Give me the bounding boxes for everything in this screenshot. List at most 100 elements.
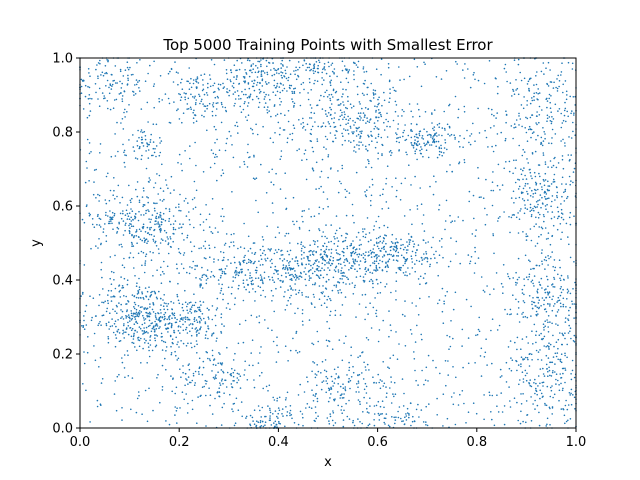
scatter-point: [368, 412, 370, 414]
scatter-point: [126, 212, 129, 215]
scatter-point: [232, 280, 234, 282]
scatter-point: [547, 346, 550, 348]
scatter-point: [186, 305, 188, 308]
scatter-point: [178, 153, 181, 156]
scatter-point: [211, 349, 214, 352]
scatter-point: [118, 340, 121, 343]
scatter-point: [563, 114, 566, 117]
scatter-point: [332, 257, 335, 259]
scatter-point: [136, 62, 138, 64]
scatter-point: [525, 178, 528, 180]
scatter-point: [553, 259, 556, 261]
scatter-point: [211, 114, 214, 117]
scatter-point: [358, 244, 361, 247]
scatter-point: [116, 231, 119, 233]
scatter-point: [545, 67, 547, 69]
scatter-point: [279, 91, 282, 94]
scatter-point: [567, 404, 570, 406]
scatter-point: [94, 359, 97, 362]
scatter-point: [291, 258, 294, 260]
scatter-point: [368, 186, 371, 188]
scatter-point: [210, 271, 213, 273]
scatter-point: [551, 251, 553, 253]
scatter-point: [378, 419, 381, 421]
scatter-point: [301, 159, 303, 161]
scatter-point: [411, 420, 414, 423]
scatter-point: [202, 79, 204, 81]
scatter-point: [541, 287, 543, 289]
scatter-point: [161, 389, 164, 391]
scatter-point: [91, 316, 93, 319]
scatter-point: [559, 373, 561, 375]
scatter-point: [379, 259, 381, 262]
scatter-point: [524, 254, 527, 257]
scatter-point: [421, 137, 423, 139]
scatter-point: [152, 123, 155, 125]
scatter-point: [522, 393, 524, 395]
scatter-point: [353, 70, 355, 72]
scatter-point: [217, 102, 219, 104]
scatter-point: [251, 128, 254, 131]
scatter-point: [374, 105, 376, 107]
scatter-point: [135, 235, 138, 237]
scatter-point: [214, 376, 217, 378]
scatter-point: [191, 327, 194, 330]
scatter-point: [337, 253, 339, 255]
scatter-point: [214, 397, 216, 400]
scatter-point: [127, 68, 130, 71]
scatter-point: [271, 168, 274, 171]
scatter-point: [365, 385, 368, 388]
scatter-point: [412, 116, 414, 118]
scatter-point: [556, 90, 559, 92]
scatter-point: [339, 397, 342, 399]
scatter-point: [572, 171, 575, 173]
scatter-point: [346, 190, 348, 192]
scatter-point: [364, 258, 367, 261]
scatter-point: [107, 337, 110, 340]
scatter-point: [327, 267, 329, 269]
scatter-point: [535, 138, 537, 141]
scatter-point: [172, 228, 175, 231]
scatter-point: [512, 190, 515, 193]
scatter-point: [135, 411, 138, 414]
scatter-point: [119, 70, 122, 73]
scatter-point: [177, 161, 179, 164]
scatter-point: [91, 218, 94, 220]
scatter-point: [342, 93, 344, 95]
scatter-point: [330, 93, 333, 96]
scatter-point: [193, 317, 196, 319]
scatter-point: [525, 379, 528, 382]
scatter-point: [187, 202, 189, 204]
scatter-point: [492, 171, 494, 173]
scatter-point: [522, 169, 524, 172]
scatter-point: [375, 382, 378, 384]
scatter-point: [156, 202, 158, 205]
scatter-point: [213, 125, 216, 128]
scatter-point: [566, 292, 569, 294]
scatter-point: [556, 311, 559, 313]
scatter-point: [537, 375, 540, 377]
scatter-point: [369, 249, 372, 252]
scatter-point: [234, 98, 237, 100]
scatter-point: [280, 83, 282, 85]
scatter-point: [560, 216, 563, 219]
scatter-point: [279, 97, 281, 100]
scatter-point: [313, 296, 316, 298]
scatter-point: [535, 313, 537, 316]
scatter-point: [371, 272, 374, 274]
scatter-point: [557, 379, 559, 382]
scatter-point: [562, 218, 565, 221]
scatter-point: [110, 300, 113, 302]
scatter-point: [533, 205, 536, 208]
scatter-point: [156, 297, 158, 300]
scatter-point: [191, 267, 193, 269]
scatter-point: [442, 256, 444, 259]
scatter-point: [348, 369, 350, 372]
scatter-point: [135, 188, 137, 191]
scatter-point: [182, 267, 185, 270]
scatter-point: [320, 291, 323, 294]
scatter-point: [221, 106, 224, 108]
scatter-point: [328, 327, 331, 330]
scatter-point: [99, 143, 102, 145]
scatter-point: [331, 62, 334, 65]
